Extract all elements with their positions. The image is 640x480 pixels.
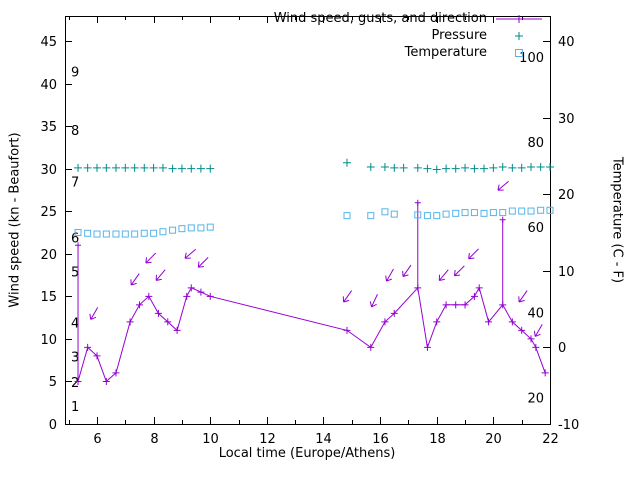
temperature-square-sample-icon — [493, 47, 545, 59]
svg-text:20: 20 — [527, 392, 544, 407]
svg-text:1: 1 — [71, 400, 79, 415]
svg-text:18: 18 — [429, 432, 446, 447]
svg-text:0: 0 — [558, 341, 566, 356]
svg-text:35: 35 — [40, 120, 57, 135]
svg-text:20: 20 — [558, 188, 575, 203]
legend-item-temperature: Temperature — [405, 44, 545, 61]
svg-text:80: 80 — [527, 136, 544, 151]
legend-label-temperature: Temperature — [404, 45, 487, 60]
legend-item-wind: Wind speed, gusts, and direction — [274, 10, 545, 27]
svg-text:10: 10 — [40, 333, 57, 348]
svg-text:40: 40 — [40, 78, 57, 93]
legend-label-wind: Wind speed, gusts, and direction — [273, 11, 487, 26]
svg-text:45: 45 — [40, 35, 57, 50]
svg-text:25: 25 — [40, 205, 57, 220]
svg-text:10: 10 — [558, 265, 575, 280]
svg-text:30: 30 — [40, 163, 57, 178]
svg-text:6: 6 — [93, 432, 101, 447]
svg-text:100: 100 — [519, 51, 544, 66]
svg-text:8: 8 — [150, 432, 158, 447]
svg-text:15: 15 — [40, 290, 57, 305]
wind-line-sample-icon — [493, 13, 545, 25]
svg-text:4: 4 — [71, 317, 79, 332]
svg-text:10: 10 — [202, 432, 219, 447]
svg-text:60: 60 — [527, 221, 544, 236]
svg-text:7: 7 — [71, 175, 79, 190]
svg-text:6: 6 — [71, 231, 79, 246]
y-axis-label-left: Wind speed (kn - Beaufort) — [7, 132, 23, 308]
svg-text:20: 20 — [485, 432, 502, 447]
svg-text:30: 30 — [558, 112, 575, 127]
svg-text:9: 9 — [71, 65, 79, 80]
x-axis-label: Local time (Europe/Athens) — [218, 446, 396, 461]
svg-text:40: 40 — [527, 307, 544, 322]
svg-text:2: 2 — [71, 376, 79, 391]
svg-text:14: 14 — [315, 432, 332, 447]
svg-text:3: 3 — [71, 351, 79, 366]
svg-text:16: 16 — [372, 432, 389, 447]
svg-text:20: 20 — [40, 248, 57, 263]
svg-text:8: 8 — [71, 124, 79, 139]
svg-text:40: 40 — [558, 35, 575, 50]
svg-text:-10: -10 — [558, 418, 579, 433]
legend: Wind speed, gusts, and direction Pressur… — [274, 10, 545, 61]
pressure-plus-sample-icon — [493, 30, 545, 42]
svg-text:0: 0 — [49, 418, 57, 433]
legend-label-pressure: Pressure — [431, 28, 487, 43]
svg-text:5: 5 — [49, 375, 57, 390]
y-axis-label-right: Temperature (C - F) — [609, 156, 625, 284]
svg-text:12: 12 — [259, 432, 276, 447]
svg-text:22: 22 — [542, 432, 559, 447]
svg-text:5: 5 — [71, 266, 79, 281]
legend-item-pressure: Pressure — [431, 27, 545, 44]
